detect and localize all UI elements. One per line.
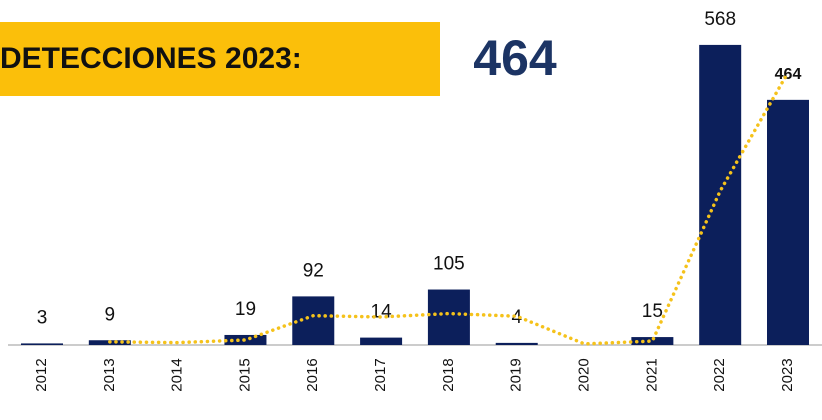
data-label: 9 — [105, 304, 116, 325]
bar — [360, 337, 403, 345]
data-label: 3 — [37, 307, 48, 328]
bar — [631, 337, 674, 345]
x-tick-label: 2019 — [508, 358, 525, 391]
x-tick-label: 2018 — [440, 358, 457, 391]
data-label: 19 — [235, 299, 256, 320]
bar — [767, 99, 809, 345]
x-tick-label: 2016 — [304, 358, 321, 391]
bar — [495, 342, 538, 345]
banner-label: DETECCIONES 2023: — [0, 42, 302, 75]
x-tick-label: 2017 — [372, 358, 389, 391]
x-tick-label: 2023 — [779, 358, 796, 391]
x-tick-label: 2013 — [101, 358, 118, 391]
data-label: 105 — [433, 254, 465, 275]
data-label: 464 — [775, 66, 802, 83]
x-tick-label: 2015 — [236, 358, 253, 391]
data-label: 4 — [511, 307, 522, 328]
x-tick-label: 2020 — [576, 358, 593, 391]
banner-value: 464 — [473, 30, 557, 86]
data-label: 568 — [704, 9, 736, 30]
bar — [21, 343, 63, 345]
data-label: 92 — [303, 260, 324, 281]
x-tick-label: 2021 — [643, 358, 660, 391]
data-label: 15 — [642, 301, 663, 322]
bar — [292, 296, 335, 345]
banner-box — [0, 22, 440, 96]
data-label: 14 — [371, 302, 393, 323]
x-tick-label: 2014 — [169, 358, 186, 391]
x-tick-label: 2022 — [711, 358, 728, 391]
x-tick-label: 2012 — [33, 358, 50, 391]
bar — [427, 289, 470, 345]
